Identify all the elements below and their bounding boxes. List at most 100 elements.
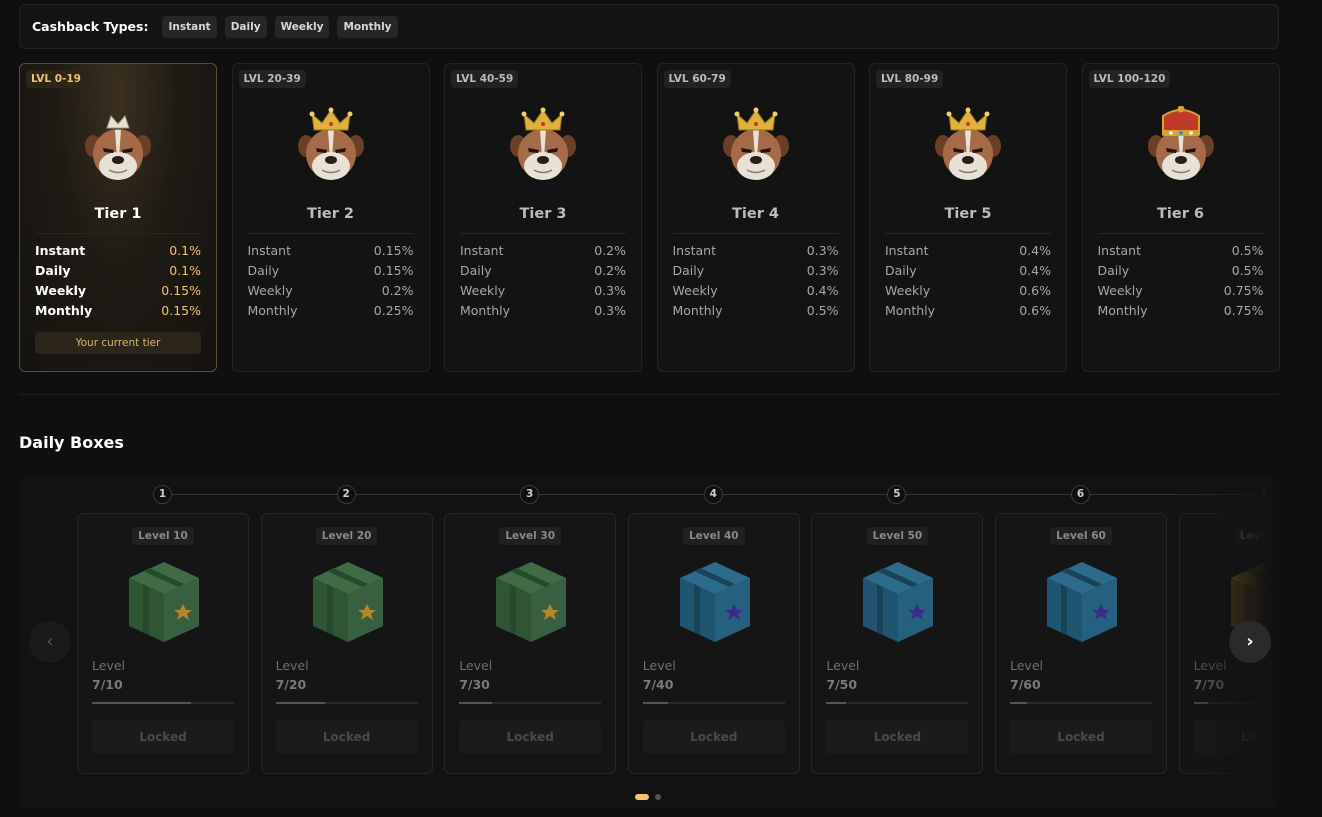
current-tier-indicator: Your current tier — [35, 332, 201, 354]
rate-label: Instant — [35, 243, 86, 258]
rate-label: Monthly — [35, 303, 93, 318]
rate-value: 0.3% — [806, 243, 839, 258]
locked-button[interactable]: Locked — [1193, 720, 1279, 754]
rate-row: Daily 0.1% — [35, 263, 201, 283]
pager-dot[interactable] — [635, 794, 649, 800]
rate-row: Weekly 0.6% — [885, 283, 1051, 303]
progress-bar-fill — [275, 702, 326, 704]
progress-label: Level — [1010, 658, 1043, 673]
progress-value: 7/10 — [92, 677, 123, 692]
progress-value: 7/30 — [459, 677, 490, 692]
rate-row: Daily 0.5% — [1098, 263, 1264, 283]
locked-button[interactable]: Locked — [92, 720, 234, 754]
rate-value: 0.5% — [1231, 263, 1264, 278]
progress-value: 7/60 — [1010, 677, 1041, 692]
locked-button[interactable]: Locked — [275, 720, 418, 754]
timeline-step-marker: 3 — [520, 485, 540, 504]
rate-label: Instant — [247, 243, 292, 258]
tier-separator — [672, 233, 839, 234]
rate-label: Monthly — [460, 303, 511, 318]
box-level-badge: Level 10 — [78, 524, 248, 545]
daily-boxes-title: Daily Boxes — [19, 433, 124, 452]
rate-value: 0.15% — [161, 283, 201, 298]
type-pill-instant[interactable]: Instant — [162, 15, 217, 38]
box-level-label: Level 50 — [866, 527, 929, 545]
rate-label: Weekly — [247, 283, 293, 298]
rate-label: Daily — [247, 263, 280, 278]
tier-separator — [247, 233, 414, 234]
rate-label: Instant — [460, 243, 504, 258]
tier-name: Tier 6 — [1157, 206, 1204, 222]
carousel-prev-button[interactable]: ‹ — [29, 621, 71, 663]
tier-card: LVL 100-120 Tier 6 Instant 0.5% Daily 0.5% Wee… — [1081, 63, 1280, 372]
rate-value: 0.4% — [1019, 243, 1051, 258]
tier-separator — [1097, 233, 1264, 234]
progress-value: 7/70 — [1193, 677, 1225, 692]
rate-label: Daily — [885, 263, 917, 278]
progress-label: Level — [642, 658, 676, 673]
daily-box-card: Level 40 Level 7/40 Locked — [627, 513, 800, 774]
rate-row: Daily 0.4% — [885, 263, 1051, 283]
box-level-badge: Level 40 — [629, 524, 799, 545]
daily-boxes-carousel: 1 Level 10 Level 7/10 Locked 2 Level 20 Level 7/… — [19, 478, 1279, 809]
rate-value: 0.6% — [1019, 283, 1051, 298]
tier-name: Tier 4 — [732, 206, 779, 222]
rate-row: Monthly 0.75% — [1098, 303, 1264, 323]
box-level-badge: Level 30 — [445, 524, 615, 545]
chevron-right-icon: › — [1246, 631, 1254, 652]
type-pill-daily[interactable]: Daily — [224, 15, 267, 38]
rate-value: 0.15% — [161, 303, 201, 318]
timeline-step-marker: 1 — [153, 485, 172, 504]
rate-value: 0.5% — [1231, 243, 1264, 258]
rate-row: Weekly 0.15% — [35, 283, 201, 303]
rate-row: Instant 0.4% — [885, 243, 1051, 263]
rate-value: 0.1% — [169, 263, 201, 278]
daily-box-card: Level 60 Level 7/60 Locked — [995, 513, 1167, 774]
progress-bar — [92, 702, 234, 704]
tier-level-badge: LVL 80-99 — [876, 70, 944, 88]
bulldog-mascot-icon — [721, 106, 791, 188]
rate-label: Weekly — [885, 283, 931, 298]
locked-button[interactable]: Locked — [642, 720, 785, 754]
blue-box-icon — [676, 558, 754, 646]
rate-row: Instant 0.5% — [1098, 243, 1264, 263]
daily-box-card: Level 20 Level 7/20 Locked — [260, 513, 433, 774]
tier-rates-list: Instant 0.4% Daily 0.4% Weekly 0.6% Monthly 0.6… — [885, 243, 1051, 323]
tier-card: LVL 80-99 Tier 5 Instant 0.4% Daily 0.4% Weekl… — [869, 63, 1067, 372]
locked-button[interactable]: Locked — [1010, 720, 1152, 754]
bulldog-mascot-icon — [83, 106, 153, 188]
rate-label: Monthly — [247, 303, 298, 318]
pager-dot[interactable] — [655, 794, 661, 800]
carousel-next-button[interactable]: › — [1229, 621, 1271, 663]
rate-row: Weekly 0.3% — [460, 283, 626, 303]
type-pill-weekly[interactable]: Weekly — [274, 15, 330, 38]
green-box-icon — [125, 558, 203, 646]
rate-label: Daily — [35, 263, 71, 278]
rate-label: Instant — [672, 243, 717, 258]
rate-row: Daily 0.2% — [460, 263, 626, 283]
box-level-badge: Level 20 — [262, 524, 432, 545]
tiers-grid: LVL 0-19 Tier 1 Instant 0.1% Daily 0.1% Weekly… — [19, 63, 1280, 372]
rate-label: Weekly — [1097, 283, 1143, 298]
progress-bar-fill — [642, 702, 668, 704]
rate-row: Weekly 0.4% — [673, 283, 839, 303]
rate-value: 0.5% — [806, 303, 839, 318]
rate-value: 0.75% — [1223, 283, 1264, 298]
progress-bar — [826, 702, 969, 704]
progress-label: Level — [275, 658, 309, 673]
rate-row: Daily 0.3% — [673, 263, 839, 283]
type-pill-monthly[interactable]: Monthly — [337, 15, 398, 38]
timeline-step-marker: 2 — [336, 485, 356, 504]
locked-button[interactable]: Locked — [459, 720, 602, 754]
tier-separator — [460, 233, 626, 234]
progress-label: Level — [459, 658, 493, 673]
rate-row: Instant 0.15% — [248, 243, 414, 263]
cashback-types-bar: Cashback Types: Instant Daily Weekly Mon… — [19, 4, 1279, 49]
rate-row: Monthly 0.6% — [885, 303, 1051, 323]
rate-value: 0.15% — [373, 243, 414, 258]
green-box-icon — [309, 558, 387, 646]
box-level-label: Level 40 — [682, 527, 745, 545]
daily-box-card: Level 30 Level 7/30 Locked — [444, 513, 617, 774]
progress-label: Level — [826, 658, 860, 673]
locked-button[interactable]: Locked — [826, 720, 969, 754]
